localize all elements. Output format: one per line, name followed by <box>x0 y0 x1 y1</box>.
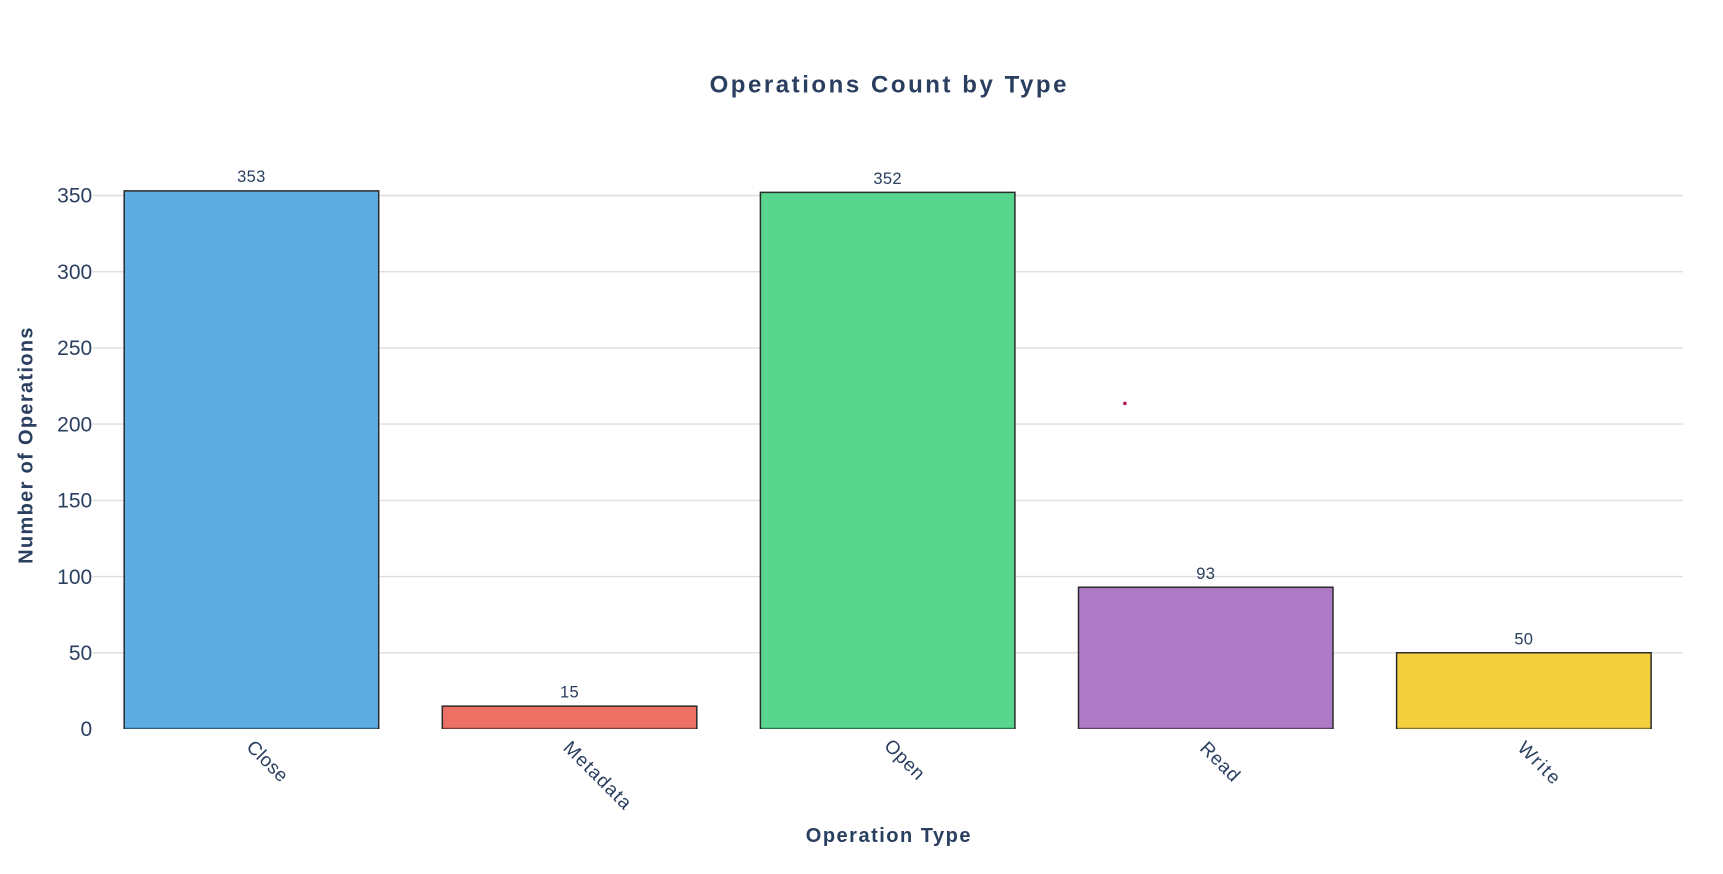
svg-text:15: 15 <box>560 684 579 702</box>
svg-text:352: 352 <box>873 170 901 188</box>
svg-text:150: 150 <box>57 490 92 513</box>
svg-text:100: 100 <box>57 566 92 589</box>
svg-text:Operation Type: Operation Type <box>806 825 972 847</box>
svg-text:200: 200 <box>57 413 92 436</box>
svg-text:Number of Operations: Number of Operations <box>16 326 38 564</box>
svg-text:353: 353 <box>237 168 265 186</box>
svg-text:350: 350 <box>57 185 92 208</box>
svg-text:50: 50 <box>1514 630 1533 648</box>
svg-text:300: 300 <box>57 261 92 284</box>
svg-text:250: 250 <box>57 337 92 360</box>
svg-text:0: 0 <box>81 718 93 741</box>
svg-text:93: 93 <box>1196 565 1215 583</box>
svg-text:50: 50 <box>69 642 92 665</box>
svg-text:Operations Count by Type: Operations Count by Type <box>710 72 1069 99</box>
